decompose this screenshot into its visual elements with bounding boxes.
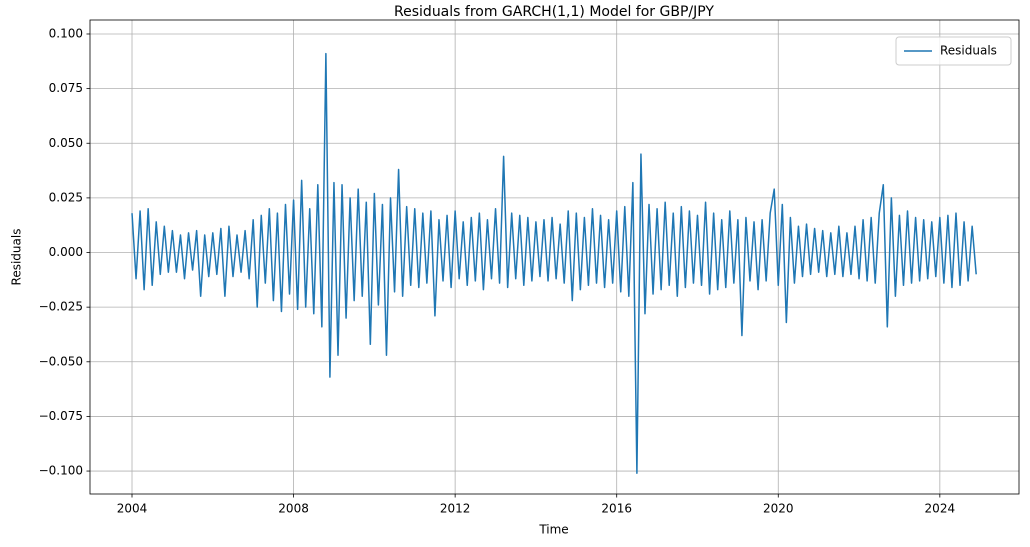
x-tick-label: 2016 — [601, 502, 632, 516]
y-axis-label: Residuals — [10, 229, 24, 286]
y-tick-label: 0.050 — [49, 136, 83, 150]
chart-title: Residuals from GARCH(1,1) Model for GBP/… — [394, 4, 714, 20]
x-axis-label: Time — [538, 523, 568, 537]
y-tick-label: −0.100 — [39, 464, 83, 478]
x-tick-label: 2012 — [440, 502, 471, 516]
y-tick-label: 0.025 — [49, 190, 83, 204]
y-tick-label: 0.000 — [49, 245, 83, 259]
x-tick-label: 2024 — [925, 502, 956, 516]
x-tick-label: 2004 — [117, 502, 148, 516]
x-tick-label: 2008 — [278, 502, 309, 516]
data-line — [131, 52, 977, 474]
y-tick-label: −0.050 — [39, 354, 83, 368]
legend-box — [895, 36, 1012, 66]
plot-frame — [89, 19, 1020, 495]
y-tick-label: 0.075 — [49, 81, 83, 95]
y-tick-label: 0.100 — [49, 26, 83, 40]
y-tick-label: −0.025 — [39, 300, 83, 314]
y-tick-label: −0.075 — [39, 409, 83, 423]
x-tick-label: 2020 — [763, 502, 794, 516]
legend-label: Residuals — [940, 44, 997, 58]
